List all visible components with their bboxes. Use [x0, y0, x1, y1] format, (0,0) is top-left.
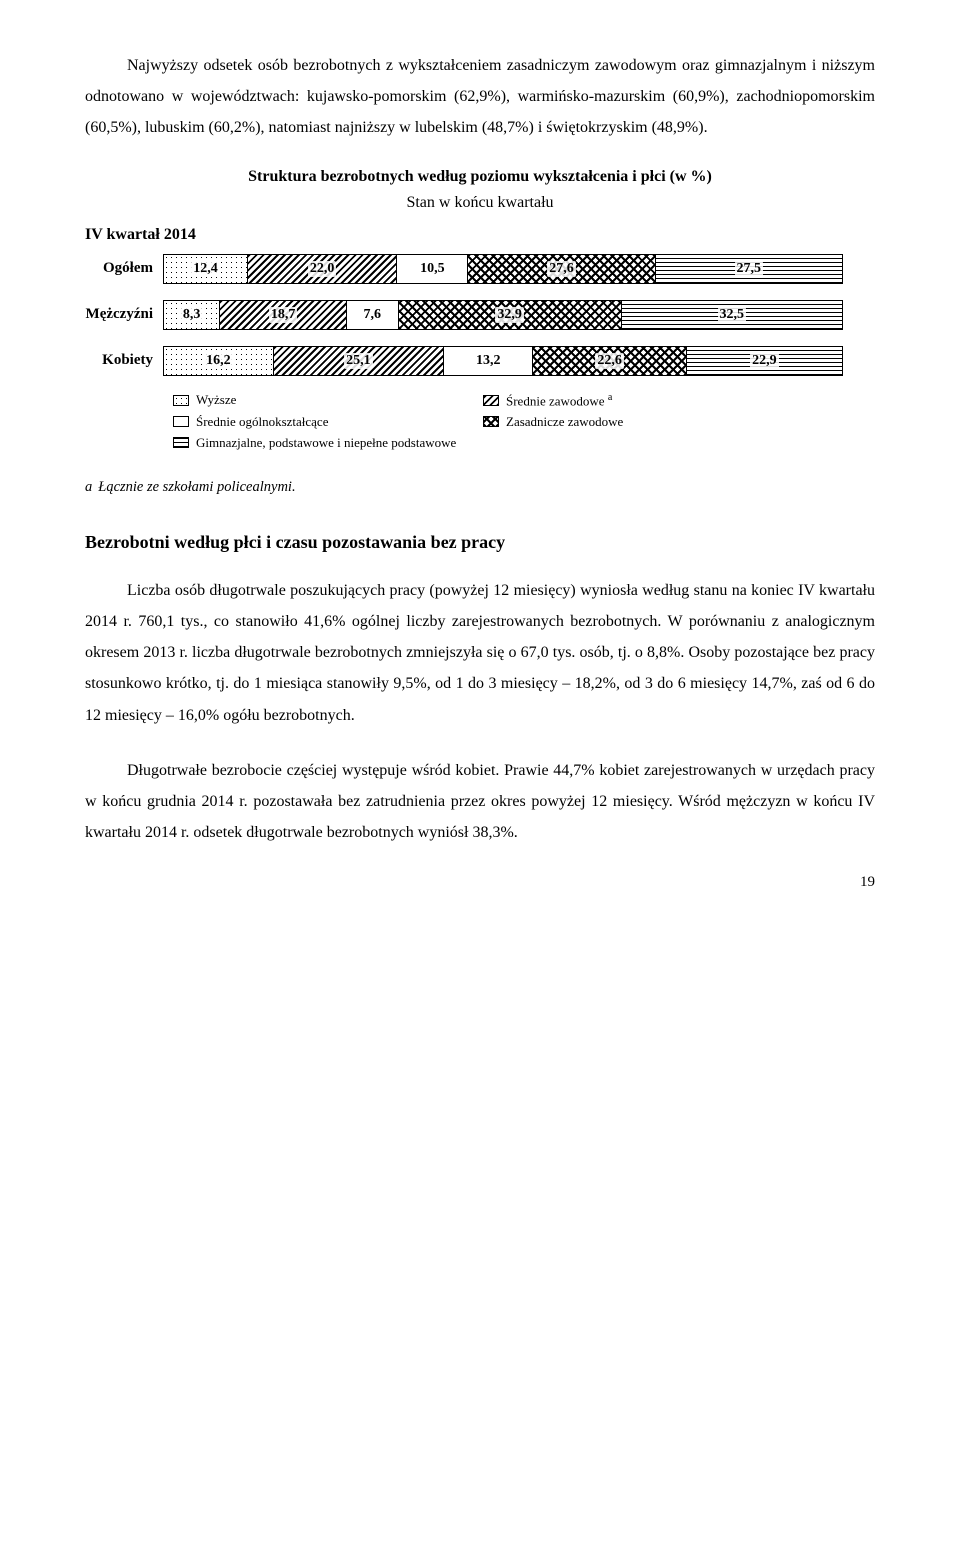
stacked-bar-chart: Ogółem 12,4 22,0 10,5 27,6 27,5 Mężczyźn… — [85, 254, 875, 451]
bar-segment-gimnazjalne: 22,9 — [687, 347, 842, 375]
bar: 8,3 18,7 7,6 32,9 32,5 — [163, 300, 843, 330]
legend-item-wyzsze: Wyższe — [173, 392, 483, 409]
bar-label: Kobiety — [85, 352, 163, 369]
legend-label: Średnie zawodowe a — [506, 392, 612, 409]
bar-segment-srednie-zawodowe: 22,0 — [248, 255, 397, 283]
legend-label: Zasadnicze zawodowe — [506, 414, 623, 430]
bar-segment-srednie-zawodowe: 18,7 — [220, 301, 347, 329]
legend-swatch-icon — [173, 437, 189, 448]
page-number: 19 — [85, 874, 875, 891]
legend-swatch-icon — [483, 395, 499, 406]
bar-segment-srednie-ogolno: 13,2 — [444, 347, 533, 375]
bar-segment-zasadnicze: 27,6 — [468, 255, 655, 283]
chart-period-label: IV kwartał 2014 — [85, 226, 875, 244]
legend-swatch-icon — [483, 416, 499, 427]
chart-legend: Wyższe Średnie zawodowe a Średnie ogólno… — [173, 392, 875, 451]
bar-segment-srednie-ogolno: 10,5 — [397, 255, 468, 283]
bar-label: Mężczyźni — [85, 306, 163, 323]
legend-item-gimnazjalne: Gimnazjalne, podstawowe i niepełne podst… — [173, 435, 456, 451]
legend-label: Wyższe — [196, 392, 236, 408]
bar-segment-srednie-zawodowe: 25,1 — [274, 347, 444, 375]
bar-row-mezczyzni: Mężczyźni 8,3 18,7 7,6 32,9 32,5 — [85, 300, 875, 330]
legend-item-zasadnicze: Zasadnicze zawodowe — [483, 414, 793, 430]
bar-segment-zasadnicze: 22,6 — [533, 347, 686, 375]
chart-title: Struktura bezrobotnych według poziomu wy… — [85, 168, 875, 186]
bar-label: Ogółem — [85, 260, 163, 277]
bar-row-kobiety: Kobiety 16,2 25,1 13,2 22,6 22,9 — [85, 346, 875, 376]
bar-row-ogolem: Ogółem 12,4 22,0 10,5 27,6 27,5 — [85, 254, 875, 284]
legend-label: Średnie ogólnokształcące — [196, 414, 328, 430]
paragraph-intro: Najwyższy odsetek osób bezrobotnych z wy… — [85, 50, 875, 144]
legend-swatch-icon — [173, 395, 189, 406]
paragraph-body: Długotrwałe bezrobocie częściej występuj… — [85, 755, 875, 849]
bar-segment-wyzsze: 8,3 — [164, 301, 220, 329]
bar-segment-gimnazjalne: 32,5 — [622, 301, 842, 329]
legend-swatch-icon — [173, 416, 189, 427]
chart-subtitle: Stan w końcu kwartału — [85, 194, 875, 212]
legend-label: Gimnazjalne, podstawowe i niepełne podst… — [196, 435, 456, 451]
bar: 16,2 25,1 13,2 22,6 22,9 — [163, 346, 843, 376]
legend-item-srednie-zawodowe: Średnie zawodowe a — [483, 392, 793, 409]
bar: 12,4 22,0 10,5 27,6 27,5 — [163, 254, 843, 284]
chart-footnote: aŁącznie ze szkołami policealnymi. — [85, 479, 875, 496]
bar-segment-wyzsze: 16,2 — [164, 347, 274, 375]
section-heading: Bezrobotni według płci i czasu pozostawa… — [85, 532, 875, 553]
paragraph-body: Liczba osób długotrwale poszukujących pr… — [85, 575, 875, 731]
legend-item-srednie-ogolno: Średnie ogólnokształcące — [173, 414, 483, 430]
bar-segment-zasadnicze: 32,9 — [399, 301, 622, 329]
bar-segment-wyzsze: 12,4 — [164, 255, 248, 283]
bar-segment-srednie-ogolno: 7,6 — [347, 301, 399, 329]
bar-segment-gimnazjalne: 27,5 — [656, 255, 842, 283]
